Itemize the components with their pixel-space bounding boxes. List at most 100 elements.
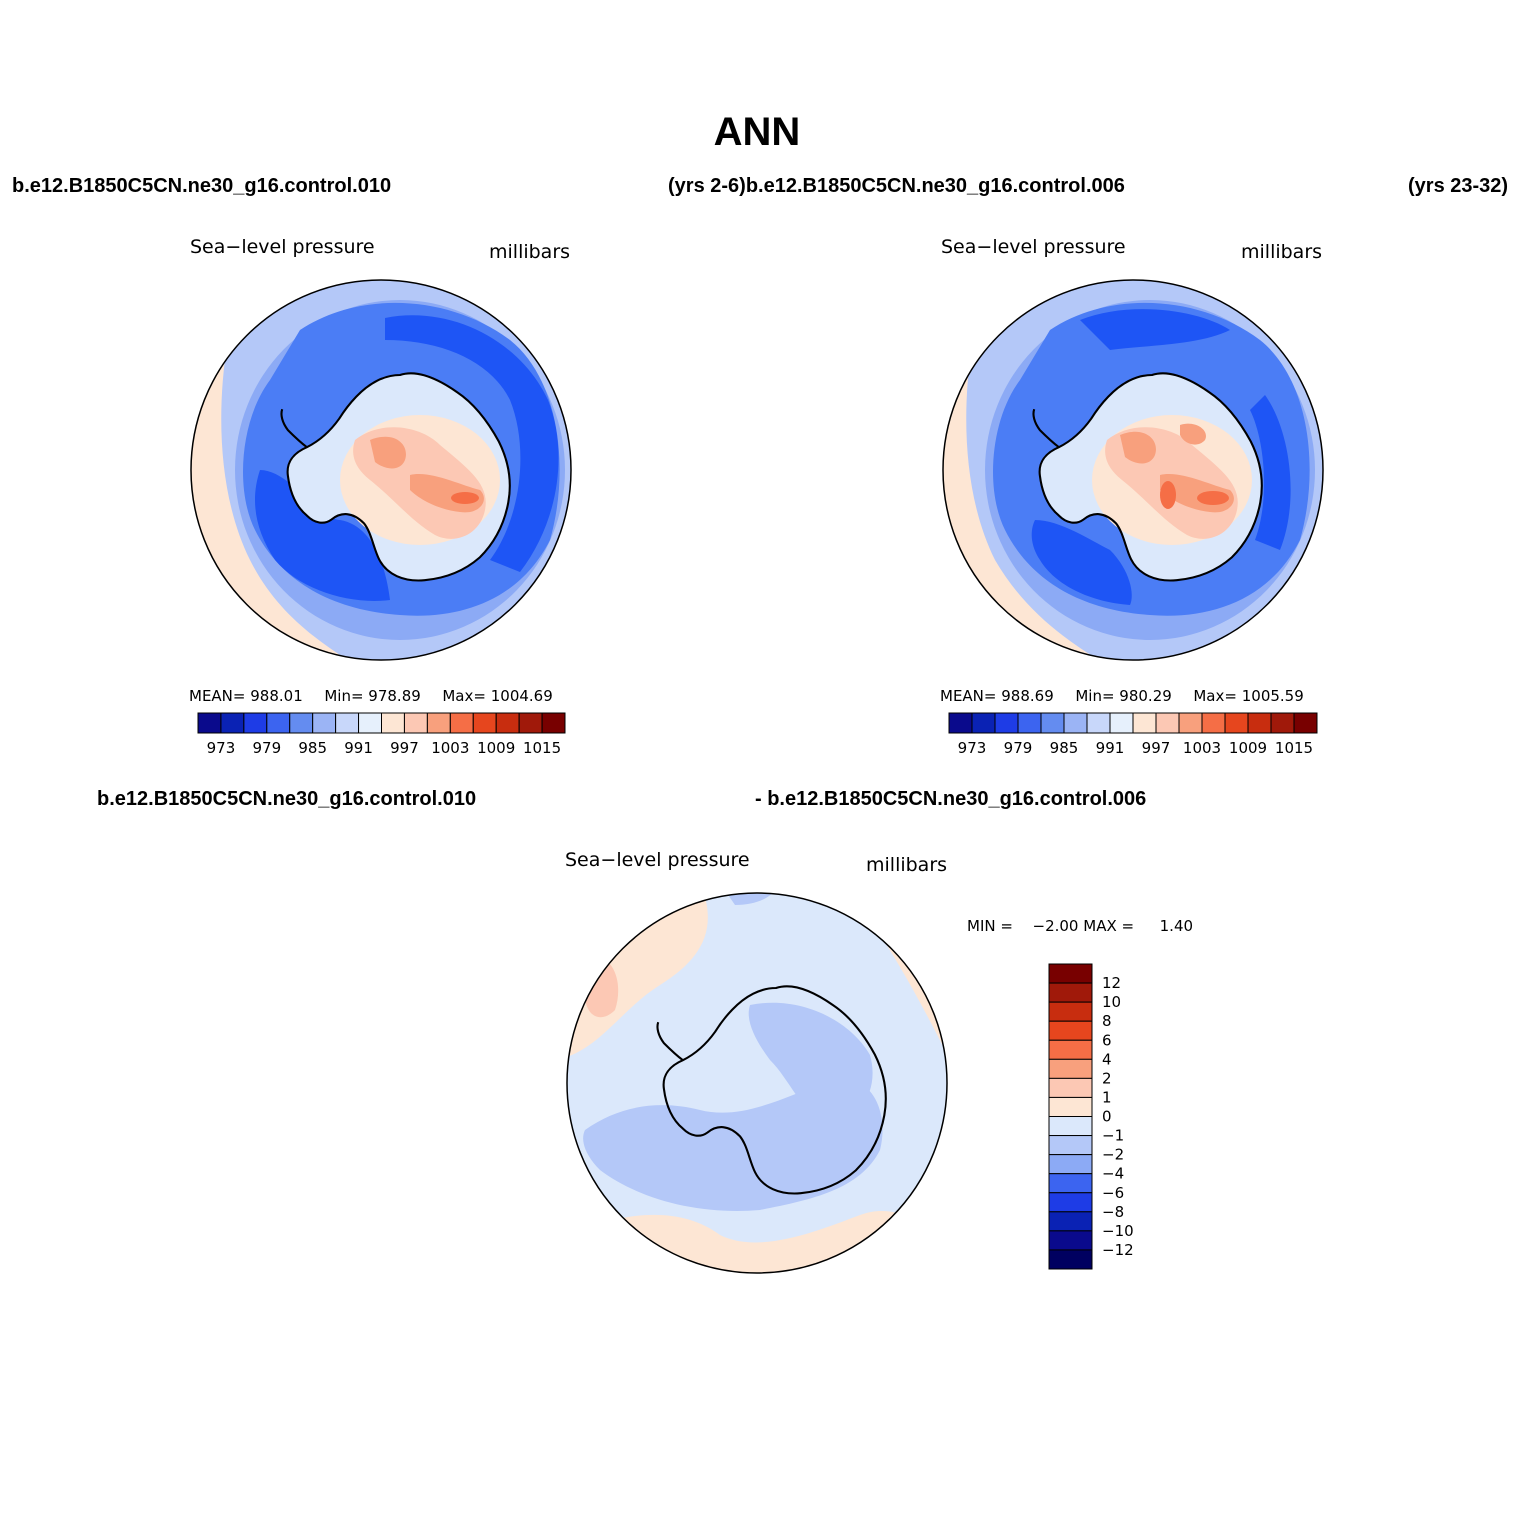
- diff-min-label: MIN =: [967, 917, 1013, 935]
- test-colorbar-box: [335, 712, 360, 734]
- test-colorbar-box: [472, 712, 497, 734]
- diff-colorbar-box: [1048, 963, 1093, 984]
- control-map-land-red: [1197, 491, 1229, 505]
- test-colorbar-tick-label: 997: [390, 739, 419, 757]
- test-colorbar: 973 979 985 991 997 1003 1009 1015: [197, 712, 566, 757]
- diff-colorbar-box: [1048, 1039, 1093, 1060]
- control-colorbar-tick-label: 985: [1050, 739, 1079, 757]
- control-colorbar-box: [1086, 712, 1111, 734]
- test-colorbar-tick-label: 973: [207, 739, 236, 757]
- test-map-land-red: [451, 492, 479, 504]
- diff-colorbar-box: [1048, 1192, 1093, 1213]
- control-colorbar-box: [994, 712, 1019, 734]
- test-colorbar-box: [266, 712, 291, 734]
- control-colorbar-box: [1178, 712, 1203, 734]
- control-colorbar-box: [1201, 712, 1226, 734]
- test-colorbar-box: [358, 712, 382, 734]
- diff-colorbar-tick-label: 8: [1102, 1012, 1112, 1030]
- test-colorbar-box: [312, 712, 337, 734]
- diff-colorbar-tick-label: 2: [1102, 1069, 1112, 1087]
- test-colorbar-tick-label: 979: [252, 739, 281, 757]
- test-map-ocean-deep-west: [255, 470, 390, 601]
- diff-map: [567, 893, 947, 1273]
- test-colorbar-box: [426, 712, 451, 734]
- diff-colorbar-tick-label: −10: [1102, 1222, 1134, 1240]
- control-map-land-orange: [1120, 423, 1234, 513]
- diff-colorbar-tick-label: −4: [1102, 1165, 1124, 1183]
- control-colorbar-tick-label: 997: [1142, 739, 1171, 757]
- diff-colorbar-tick-label: 0: [1102, 1108, 1112, 1126]
- control-colorbar-tick-label: 1003: [1183, 739, 1221, 757]
- control-map-ocean-deep-east: [1250, 395, 1291, 550]
- control-colorbar-box: [1132, 712, 1157, 734]
- control-map-border: [942, 279, 1324, 661]
- diff-colorbar-box: [1048, 1020, 1093, 1041]
- diff-variable-label: Sea−level pressure: [565, 849, 750, 871]
- diff-colorbar-box: [1048, 1077, 1093, 1098]
- test-colorbar-box: [541, 712, 566, 734]
- test-map-land-orange: [370, 436, 484, 513]
- diff-min-value: −2.00: [1032, 917, 1079, 935]
- control-colorbar-tick-label: 979: [1004, 739, 1033, 757]
- diff-map-light: [567, 893, 947, 1273]
- diff-case-label-right: - b.e12.B1850C5CN.ne30_g16.control.006: [755, 788, 1147, 810]
- diff-colorbar-box: [1048, 1096, 1093, 1117]
- control-case-label: (yrs 2-6)b.e12.B1850C5CN.ne30_g16.contro…: [668, 175, 1125, 197]
- diff-colorbar-tick-label: −12: [1102, 1241, 1134, 1259]
- control-map-ocean-deep-north: [1080, 309, 1230, 350]
- diff-max-label: MAX =: [1083, 917, 1135, 935]
- control-colorbar-box: [1270, 712, 1295, 734]
- control-max-value: 1005.59: [1241, 687, 1304, 705]
- control-variable-label: Sea−level pressure: [941, 236, 1126, 258]
- control-colorbar-box: [948, 712, 973, 734]
- diff-colorbar-box: [1048, 1249, 1093, 1270]
- control-colorbar-box: [1040, 712, 1065, 734]
- diff-colorbar-tick-label: 6: [1102, 1031, 1112, 1049]
- test-colorbar-box: [243, 712, 268, 734]
- diff-map-mid-south: [583, 1078, 883, 1211]
- control-colorbar-tick-label: 991: [1096, 739, 1125, 757]
- test-colorbar-tick-label: 991: [344, 739, 373, 757]
- control-colorbar-box: [1109, 712, 1134, 734]
- diff-colorbar-box: [1048, 1116, 1093, 1137]
- test-max-value: 1004.69: [490, 687, 553, 705]
- test-map-ocean-deep-east: [385, 315, 559, 572]
- test-colorbar-box: [381, 712, 405, 734]
- test-mean-label: MEAN=: [189, 687, 246, 705]
- page-title: ANN: [713, 110, 801, 154]
- diff-stats: MIN = −2.00 MAX = 1.40: [967, 917, 1193, 935]
- diff-case-label-left: b.e12.B1850C5CN.ne30_g16.control.010: [97, 788, 477, 810]
- control-colorbar-box: [1155, 712, 1180, 734]
- control-colorbar-box: [1224, 712, 1249, 734]
- control-min-label: Min=: [1075, 687, 1115, 705]
- diff-colorbar-tick-label: 10: [1102, 993, 1121, 1011]
- diff-colorbar-box: [1048, 1173, 1093, 1194]
- test-colorbar-box: [518, 712, 543, 734]
- control-map: [943, 280, 1323, 660]
- test-colorbar-tick-label: 985: [298, 739, 327, 757]
- diff-map-mid-east: [748, 1002, 873, 1130]
- control-map-ocean-deep-west: [1031, 520, 1132, 605]
- test-max-label: Max=: [442, 687, 486, 705]
- control-colorbar-box: [1247, 712, 1272, 734]
- test-map: [191, 280, 571, 660]
- diff-colorbar-tick-label: 1: [1102, 1088, 1112, 1106]
- diff-colorbar-box: [1048, 982, 1093, 1003]
- control-colorbar-tick-label: 973: [958, 739, 987, 757]
- control-colorbar-tick-label: 1015: [1275, 739, 1313, 757]
- control-colorbar: 973 979 985 991 997 1003 1009 1015: [948, 712, 1318, 757]
- test-map-border: [190, 279, 572, 661]
- test-units-label: millibars: [489, 241, 571, 263]
- diff-colorbar-box: [1048, 1154, 1093, 1175]
- control-stats: MEAN= 988.69 Min= 980.29 Max= 1005.59: [940, 687, 1304, 705]
- control-min-value: 980.29: [1119, 687, 1172, 705]
- test-colorbar-box: [449, 712, 474, 734]
- control-mean-label: MEAN=: [940, 687, 997, 705]
- test-colorbar-tick-label: 1003: [431, 739, 469, 757]
- test-variable-label: Sea−level pressure: [190, 236, 375, 258]
- test-min-label: Min=: [324, 687, 364, 705]
- diff-colorbar-tick-label: −2: [1102, 1146, 1124, 1164]
- diff-map-border: [566, 892, 948, 1274]
- diff-map-mid-north: [720, 893, 780, 905]
